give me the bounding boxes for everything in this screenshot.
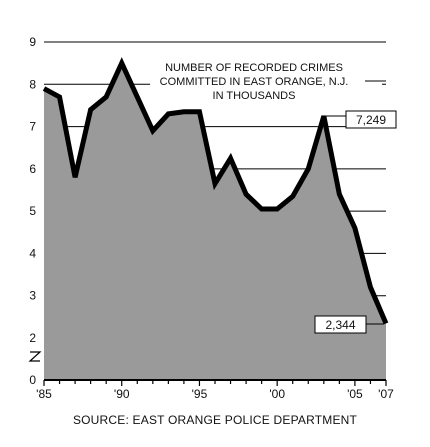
source-note: SOURCE: EAST ORANGE POLICE DEPARTMENT: [73, 413, 358, 427]
title-line-1: NUMBER OF RECORDED CRIMES: [165, 62, 343, 74]
data-points: [43, 63, 387, 324]
x-axis-ticks: '85 '90 '95 '00 '05 '07: [36, 387, 394, 401]
callout-box: [345, 110, 397, 129]
callout-box: [314, 315, 367, 334]
y-tick-label: 2: [29, 331, 36, 345]
chart-title: NUMBER OF RECORDED CRIMES COMMITTED IN E…: [150, 58, 386, 102]
x-tick-label: '07: [378, 387, 394, 401]
callout-label: 7,249: [356, 113, 386, 127]
value-callouts: 7,249 2,344: [314, 110, 397, 334]
x-tick-label: '85: [36, 387, 52, 401]
y-tick-label: 6: [29, 162, 36, 176]
title-line-2: COMMITTED IN EAST ORANGE, N.J.: [160, 76, 349, 88]
y-tick-label: 9: [29, 35, 36, 49]
axis-break-zigzag: [28, 351, 42, 362]
x-axis: [43, 379, 387, 386]
axis-break-symbol: [28, 351, 42, 362]
x-tick-label: '90: [114, 387, 130, 401]
callout-label: 2,344: [325, 318, 355, 332]
y-axis-ticks: 0 2 3 4 5 6 7 8 9: [29, 35, 36, 387]
y-tick-label: 0: [29, 373, 36, 387]
y-tick-label: 3: [29, 289, 36, 303]
y-tick-label: 5: [29, 204, 36, 218]
y-tick-label: 4: [29, 246, 36, 260]
x-tick-label: '95: [192, 387, 208, 401]
crime-area-fill: [44, 63, 386, 380]
y-tick-label: 8: [29, 77, 36, 91]
title-line-3: IN THOUSANDS: [213, 90, 296, 102]
x-tick-label: '00: [269, 387, 285, 401]
y-tick-label: 7: [29, 120, 36, 134]
x-tick-label: '05: [347, 387, 363, 401]
